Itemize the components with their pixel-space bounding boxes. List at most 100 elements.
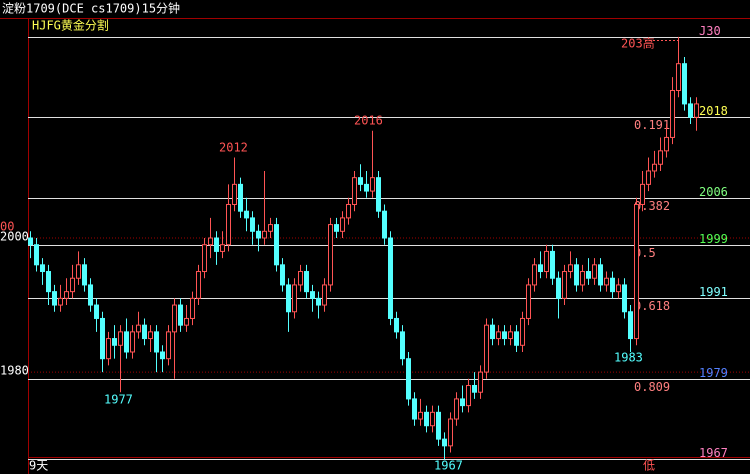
candle-body — [298, 271, 303, 286]
candle-body — [586, 271, 591, 279]
candle-body — [574, 264, 579, 286]
annotation: 低 — [643, 459, 655, 473]
candle-body — [46, 271, 51, 293]
candle-body — [550, 250, 555, 279]
fib-level-label: 2018 — [699, 104, 728, 118]
candle-body — [112, 338, 117, 346]
candle-body — [292, 284, 297, 313]
candle-body — [430, 411, 435, 427]
candle-body — [214, 237, 219, 252]
candle-body — [118, 331, 123, 346]
candle-body — [172, 304, 177, 333]
candle-body — [328, 224, 333, 286]
candle-body — [490, 324, 495, 340]
chart-title: 淀粉1709(DCE cs1709)15分钟 — [2, 1, 180, 16]
candle-body — [166, 331, 171, 360]
candle-body — [664, 136, 669, 152]
candle-body — [604, 277, 609, 286]
candle-body — [406, 358, 411, 400]
candle-body — [400, 331, 405, 360]
fib-ratio: 0.809 — [634, 380, 670, 394]
candle-body — [52, 291, 57, 306]
candle-body — [370, 177, 375, 192]
fib-ratio: 0.382 — [634, 199, 670, 213]
candle-body — [190, 297, 195, 319]
candle-body — [376, 177, 381, 212]
candle-body — [454, 398, 459, 420]
fib-level-label: 1967 — [699, 446, 728, 460]
candle-body — [442, 438, 447, 447]
candle-body — [568, 264, 573, 273]
candle-body — [280, 264, 285, 286]
candle-body — [130, 331, 135, 353]
candle-body — [634, 203, 639, 340]
candle-body — [640, 183, 645, 205]
candle-body — [394, 317, 399, 333]
annotation: 1967 — [434, 459, 463, 473]
candle-body — [250, 217, 255, 232]
candle-body — [286, 284, 291, 313]
candle-body — [82, 264, 87, 286]
candle-body — [652, 163, 657, 172]
candle-body — [304, 271, 309, 293]
candle-body — [448, 418, 453, 447]
candle-body — [352, 177, 357, 205]
candle-body — [622, 284, 627, 313]
candle-body — [496, 331, 501, 340]
annotation: 203高 — [621, 36, 655, 51]
candle-body — [160, 351, 165, 360]
candle-body — [556, 277, 561, 299]
candle-body — [484, 324, 489, 373]
annotation: 1977 — [104, 393, 133, 407]
candle-body — [688, 103, 693, 118]
candle-body — [100, 317, 105, 360]
candle-body — [340, 217, 345, 232]
candle-body — [460, 398, 465, 407]
candle-body — [154, 331, 159, 353]
candle-body — [88, 284, 93, 306]
candle-body — [148, 331, 153, 340]
annotation: 2016 — [354, 114, 383, 128]
candle-body — [514, 331, 519, 346]
candle-body — [28, 237, 33, 246]
candle-body — [628, 311, 633, 340]
candle-body — [274, 224, 279, 266]
candle-body — [142, 324, 147, 340]
candle-body — [322, 284, 327, 306]
candle-body — [244, 210, 249, 219]
candle-body — [580, 271, 585, 286]
fib-level-label: 2006 — [699, 185, 728, 199]
candle-body — [238, 183, 243, 212]
candle-body — [418, 411, 423, 420]
candle-body — [208, 237, 213, 246]
candle-body — [532, 264, 537, 286]
candle-body — [562, 271, 567, 299]
candle-body — [670, 90, 675, 138]
candle-body — [70, 277, 75, 293]
candle-body — [334, 224, 339, 232]
fib-ratio: 0.191 — [634, 118, 670, 132]
fib-ratio: 0.618 — [634, 299, 670, 313]
candle-body — [220, 244, 225, 252]
candle-body — [256, 230, 261, 239]
candle-body — [682, 63, 687, 105]
candle-body — [316, 297, 321, 306]
candle-body — [676, 63, 681, 92]
y-tick-label: 1980 — [0, 364, 29, 378]
fib-level-label: 1979 — [699, 366, 728, 380]
fib-ratio: 0.5 — [634, 246, 656, 260]
candle-body — [544, 250, 549, 273]
y-tick-label: 2000 — [0, 230, 29, 244]
candle-body — [310, 291, 315, 299]
candle-body — [658, 150, 663, 165]
candle-body — [40, 264, 45, 273]
candle-body — [424, 411, 429, 427]
fib-level-label: J30 — [699, 24, 721, 38]
candle-body — [508, 331, 513, 340]
candle-body — [34, 244, 39, 266]
candle-body — [196, 271, 201, 299]
candle-body — [598, 264, 603, 286]
candle-body — [526, 284, 531, 319]
